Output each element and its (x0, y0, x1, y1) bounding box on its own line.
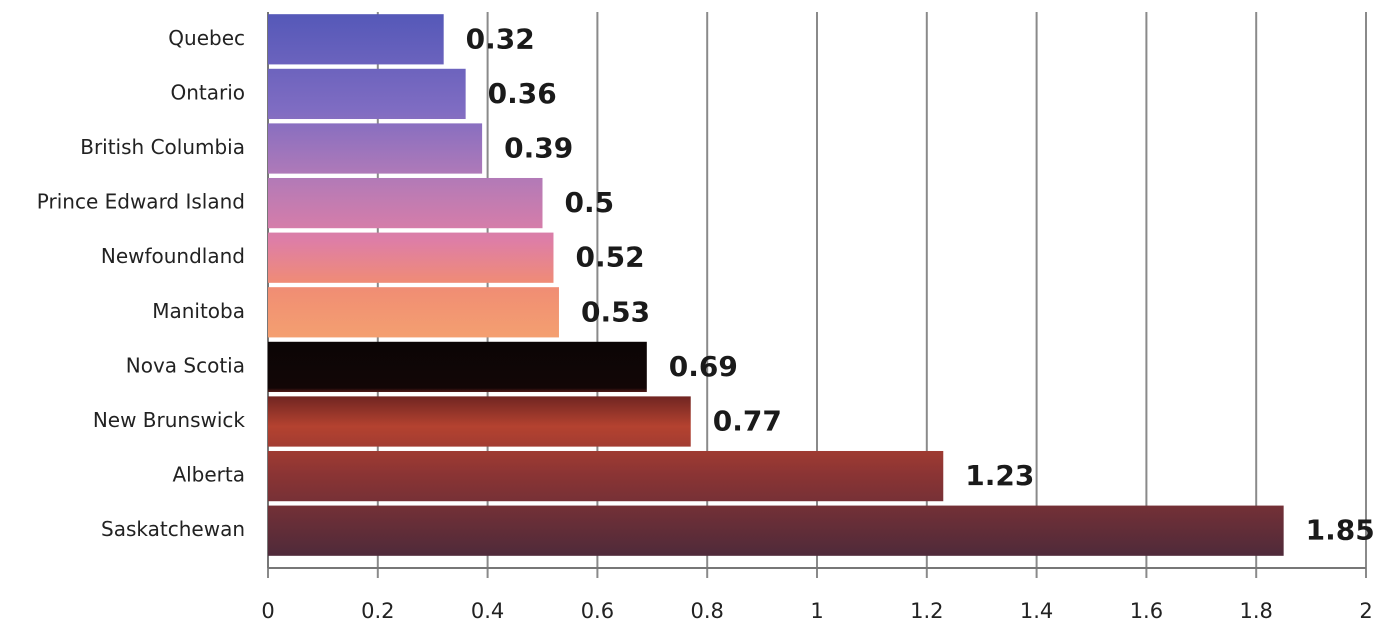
x-tick-label: 1 (810, 599, 823, 623)
y-tick-label: British Columbia (80, 135, 245, 159)
value-label: 1.23 (965, 459, 1034, 492)
y-tick-label: Nova Scotia (126, 353, 245, 377)
x-tick-label: 1.2 (910, 599, 943, 623)
bar (268, 342, 647, 392)
value-label: 0.39 (504, 132, 573, 165)
bar (268, 178, 543, 228)
y-tick-label: Ontario (170, 80, 245, 104)
y-tick-label: New Brunswick (93, 408, 246, 432)
value-label: 0.53 (581, 295, 650, 328)
x-tick-label: 0.2 (361, 599, 394, 623)
x-tick-label: 1.6 (1130, 599, 1163, 623)
y-tick-label: Manitoba (152, 299, 245, 323)
chart: 0 0.2 0.4 0.6 0.8 1 1.2 1.4 1.6 1.8 2 Quebec 0.32 Ont… (0, 0, 1393, 625)
bar (268, 123, 482, 173)
bar (268, 69, 466, 119)
x-tick-label: 0.8 (690, 599, 723, 623)
value-label: 0.69 (669, 350, 738, 383)
bar (268, 14, 444, 64)
x-tick-label: 2 (1359, 599, 1372, 623)
page: 0 0.2 0.4 0.6 0.8 1 1.2 1.4 1.6 1.8 2 Quebec 0.32 Ont… (0, 0, 1393, 625)
x-tick-label: 0 (261, 599, 274, 623)
x-tick-label: 0.4 (471, 599, 504, 623)
y-tick-label: Prince Edward Island (37, 190, 245, 214)
value-label: 0.36 (488, 77, 557, 110)
bar (268, 506, 1284, 556)
y-tick-label: Saskatchewan (101, 517, 245, 541)
bar (268, 396, 691, 446)
bar (268, 451, 943, 501)
value-label: 0.52 (575, 241, 644, 274)
value-label: 0.32 (466, 22, 535, 55)
y-tick-label: Alberta (172, 463, 245, 487)
x-tick-label: 1.4 (1020, 599, 1053, 623)
value-label: 1.85 (1306, 514, 1375, 547)
x-tick-label: 1.8 (1239, 599, 1272, 623)
x-tick-label: 0.6 (581, 599, 614, 623)
y-tick-label: Quebec (168, 26, 245, 50)
y-tick-label: Newfoundland (101, 244, 245, 268)
bar (268, 233, 553, 283)
value-label: 0.77 (713, 405, 782, 438)
value-label: 0.5 (565, 186, 615, 219)
bar (268, 287, 559, 337)
